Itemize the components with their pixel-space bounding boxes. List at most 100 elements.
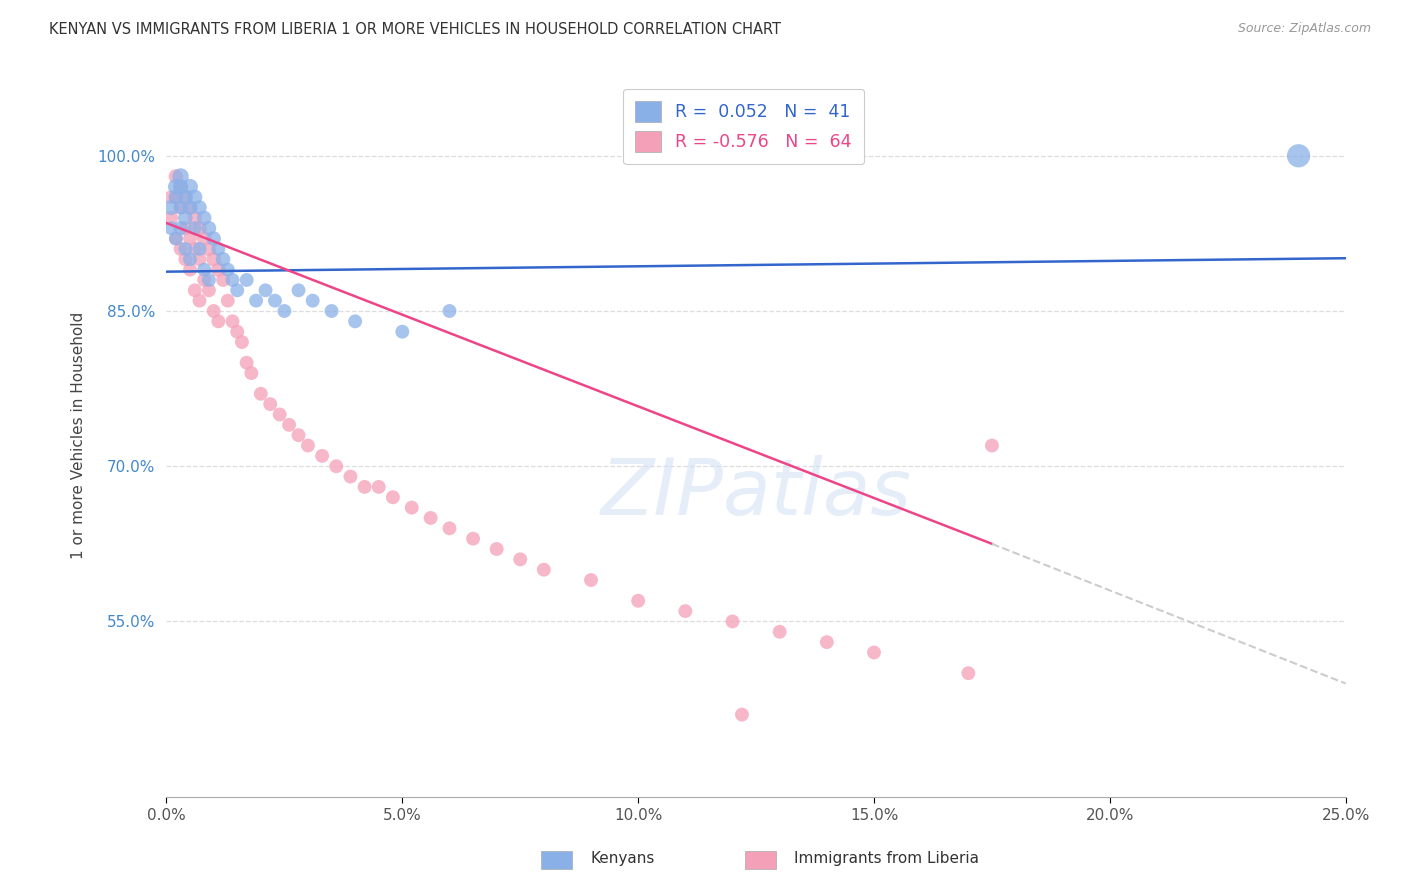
Point — [439, 304, 461, 318]
Point — [165, 169, 187, 184]
Point — [198, 283, 221, 297]
Point — [193, 273, 215, 287]
Point — [202, 304, 225, 318]
Point — [249, 386, 271, 401]
Point — [165, 231, 187, 245]
Point — [188, 293, 211, 308]
Point — [184, 283, 207, 297]
Point — [863, 645, 886, 659]
Text: Immigrants from Liberia: Immigrants from Liberia — [794, 851, 980, 865]
Point — [165, 179, 187, 194]
Point — [235, 356, 257, 370]
Point — [259, 397, 281, 411]
Point — [226, 325, 249, 339]
Point — [461, 532, 484, 546]
Point — [160, 201, 183, 215]
Point — [673, 604, 696, 618]
Point — [731, 707, 754, 722]
Point — [1288, 149, 1310, 163]
Text: Kenyans: Kenyans — [591, 851, 655, 865]
Point — [184, 221, 207, 235]
Point — [278, 417, 301, 432]
Point — [169, 242, 191, 256]
Y-axis label: 1 or more Vehicles in Household: 1 or more Vehicles in Household — [72, 311, 86, 558]
Point — [174, 242, 197, 256]
Point — [179, 262, 201, 277]
Point — [957, 666, 980, 681]
Point — [184, 190, 207, 204]
Point — [381, 490, 404, 504]
Point — [217, 293, 239, 308]
Point — [207, 262, 229, 277]
Point — [401, 500, 423, 515]
Point — [533, 563, 555, 577]
Point — [202, 231, 225, 245]
Point — [207, 314, 229, 328]
Point — [391, 325, 413, 339]
Point — [174, 211, 197, 225]
Point — [439, 521, 461, 535]
Point — [174, 221, 197, 235]
Point — [165, 231, 187, 245]
Point — [769, 624, 792, 639]
Text: KENYAN VS IMMIGRANTS FROM LIBERIA 1 OR MORE VEHICLES IN HOUSEHOLD CORRELATION CH: KENYAN VS IMMIGRANTS FROM LIBERIA 1 OR M… — [49, 22, 782, 37]
Point — [235, 273, 257, 287]
Point — [193, 231, 215, 245]
Point — [321, 304, 343, 318]
Point — [174, 190, 197, 204]
Point — [198, 273, 221, 287]
Point — [301, 293, 323, 308]
Point — [169, 201, 191, 215]
Legend: R =  0.052   N =  41, R = -0.576   N =  64: R = 0.052 N = 41, R = -0.576 N = 64 — [623, 89, 865, 164]
Point — [160, 221, 183, 235]
Point — [419, 511, 441, 525]
Point — [981, 438, 1004, 452]
Point — [627, 593, 650, 607]
Point — [188, 221, 211, 235]
Point — [815, 635, 838, 649]
Text: Source: ZipAtlas.com: Source: ZipAtlas.com — [1237, 22, 1371, 36]
Point — [188, 242, 211, 256]
Point — [193, 211, 215, 225]
Point — [311, 449, 333, 463]
Point — [160, 190, 183, 204]
Point — [179, 231, 201, 245]
Point — [339, 469, 361, 483]
Point — [165, 190, 187, 204]
Point — [287, 283, 309, 297]
Point — [169, 201, 191, 215]
Point — [485, 541, 508, 556]
Point — [179, 201, 201, 215]
Point — [169, 179, 191, 194]
Point — [160, 211, 183, 225]
Point — [169, 221, 191, 235]
Point — [198, 242, 221, 256]
Point — [174, 252, 197, 267]
Point — [217, 262, 239, 277]
Point — [273, 304, 295, 318]
Point — [353, 480, 375, 494]
Point — [231, 334, 253, 349]
Point — [269, 408, 291, 422]
Point — [184, 211, 207, 225]
Point — [287, 428, 309, 442]
Point — [226, 283, 249, 297]
Point — [179, 179, 201, 194]
Point — [174, 190, 197, 204]
Point — [188, 252, 211, 267]
Point — [179, 201, 201, 215]
Point — [721, 615, 744, 629]
Point — [325, 459, 347, 474]
Text: ZIPatlas: ZIPatlas — [600, 455, 911, 531]
Point — [297, 438, 319, 452]
Point — [169, 169, 191, 184]
Point — [179, 252, 201, 267]
Point — [245, 293, 267, 308]
Point — [207, 242, 229, 256]
Point — [254, 283, 277, 297]
Point — [169, 179, 191, 194]
Point — [202, 252, 225, 267]
Point — [509, 552, 531, 566]
Point — [198, 221, 221, 235]
Point — [221, 273, 243, 287]
